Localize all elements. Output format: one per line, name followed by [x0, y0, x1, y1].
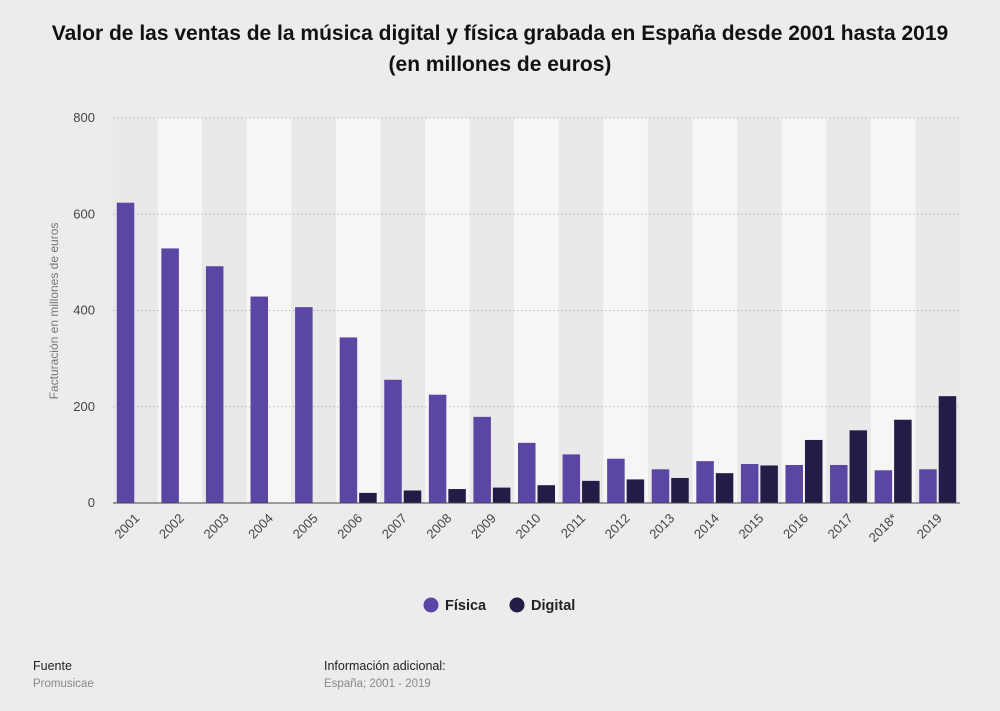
x-tick-label: 2007 [379, 511, 410, 542]
x-tick-label: 2013 [646, 511, 677, 542]
bar-digital-2016 [804, 439, 823, 503]
x-tick-label: 2009 [468, 511, 499, 542]
x-tick-label: 2017 [825, 511, 856, 542]
bar-fisica-2013 [651, 469, 670, 503]
y-tick-label: 400 [73, 303, 95, 318]
bar-fisica-2005 [295, 307, 313, 503]
y-tick-label: 0 [88, 495, 95, 510]
bar-fisica-2017 [830, 464, 848, 503]
bar-fisica-2016 [785, 464, 803, 503]
x-tick-label: 2002 [156, 511, 187, 542]
x-tick-label: 2003 [201, 511, 232, 542]
bar-fisica-2008 [428, 394, 447, 503]
x-tick-label: 2016 [780, 511, 811, 542]
bar-fisica-2019 [919, 469, 937, 503]
bar-digital-2014 [715, 473, 734, 503]
bar-fisica-2009 [473, 416, 491, 503]
band-14 [737, 118, 782, 503]
bar-fisica-2012 [607, 458, 625, 503]
x-tick-label: 2011 [558, 511, 588, 541]
alternating-bands [113, 118, 960, 503]
bar-fisica-2001 [116, 202, 135, 503]
bars [116, 202, 957, 503]
bar-digital-2006 [359, 492, 377, 503]
x-tick-label: 2012 [602, 511, 633, 542]
source-block: Fuente Promusicae [33, 657, 94, 693]
bar-fisica-2010 [518, 442, 536, 503]
bar-fisica-2007 [384, 379, 402, 503]
bar-digital-2019 [938, 396, 957, 503]
x-tick-label: 2018* [866, 511, 901, 546]
x-tick-label: 2006 [334, 511, 365, 542]
info-block: Información adicional: España; 2001 - 20… [324, 657, 446, 693]
x-axis-ticks: 2001 2002 2003 2004 2005 2006 2007 2008 2009 2010… [111, 511, 944, 546]
info-label: Información adicional: [324, 659, 446, 673]
y-tick-label: 800 [73, 110, 95, 125]
bar-digital-2010 [537, 485, 555, 503]
bar-fisica-2014 [696, 461, 714, 503]
y-axis-label: Facturación en millones de euros [47, 223, 61, 400]
x-tick-label: 2014 [691, 511, 722, 542]
y-tick-label: 200 [73, 399, 95, 414]
source-value: Promusicae [33, 678, 94, 690]
x-tick-label: 2015 [735, 511, 766, 542]
x-tick-label: 2004 [245, 511, 276, 542]
bar-digital-2018* [894, 419, 912, 503]
legend-marker-digital [509, 597, 525, 613]
x-tick-label: 2019 [914, 511, 945, 542]
y-axis-ticks: 0 200 400 600 800 [73, 110, 95, 510]
info-value: España; 2001 - 2019 [324, 678, 431, 690]
x-tick-label: 2008 [423, 511, 454, 542]
x-tick-label: 2005 [290, 511, 321, 542]
bar-fisica-2003 [205, 266, 224, 503]
x-tick-label: 2001 [111, 511, 142, 542]
bar-fisica-2011 [562, 454, 581, 503]
bar-fisica-2018* [874, 470, 893, 503]
bar-digital-2008 [448, 489, 466, 503]
bar-digital-2017 [849, 430, 868, 503]
bar-digital-2007 [403, 490, 422, 503]
bar-fisica-2015 [740, 464, 759, 503]
legend: Física Digital [423, 597, 575, 614]
source-label: Fuente [33, 659, 72, 673]
legend-label-fisica: Física [445, 598, 487, 614]
bar-digital-2012 [626, 479, 645, 503]
x-tick-label: 2010 [513, 511, 544, 542]
bar-fisica-2002 [161, 248, 179, 503]
legend-label-digital: Digital [531, 598, 575, 614]
chart-title: Valor de las ventas de la música digital… [51, 22, 949, 76]
bar-digital-2013 [671, 477, 689, 503]
bar-digital-2015 [760, 465, 778, 503]
bar-digital-2011 [582, 480, 600, 503]
bar-fisica-2006 [339, 337, 358, 503]
legend-marker-fisica [423, 597, 439, 613]
bar-fisica-2004 [250, 296, 269, 503]
bar-digital-2009 [492, 487, 511, 503]
y-tick-label: 600 [73, 206, 95, 221]
